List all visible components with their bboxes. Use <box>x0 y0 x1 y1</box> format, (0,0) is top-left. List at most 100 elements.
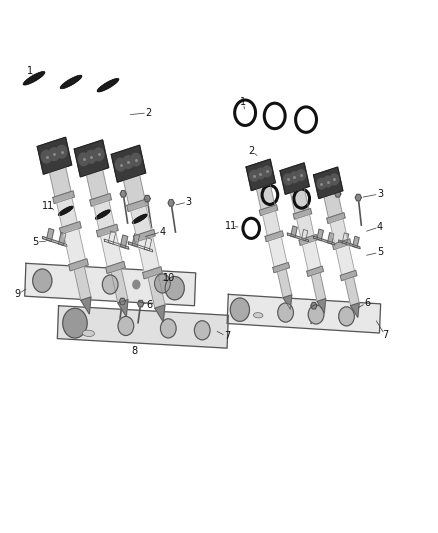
Text: 1: 1 <box>240 97 246 107</box>
Polygon shape <box>311 272 326 302</box>
Polygon shape <box>143 266 162 279</box>
Polygon shape <box>335 191 341 197</box>
Polygon shape <box>119 298 125 305</box>
Circle shape <box>57 146 67 158</box>
Text: 5: 5 <box>32 237 39 247</box>
Polygon shape <box>297 214 314 239</box>
Polygon shape <box>100 231 122 267</box>
Circle shape <box>78 153 89 166</box>
Ellipse shape <box>132 214 147 223</box>
Polygon shape <box>339 240 360 249</box>
Circle shape <box>93 148 104 161</box>
Text: 5: 5 <box>377 247 383 257</box>
Polygon shape <box>257 184 275 210</box>
Polygon shape <box>313 236 335 245</box>
Polygon shape <box>86 169 108 199</box>
Text: 2: 2 <box>145 108 152 118</box>
Circle shape <box>118 317 134 336</box>
Polygon shape <box>111 269 128 303</box>
Circle shape <box>317 178 326 189</box>
Polygon shape <box>314 167 343 198</box>
Ellipse shape <box>60 75 82 89</box>
Circle shape <box>165 277 184 300</box>
Circle shape <box>330 174 339 185</box>
Circle shape <box>278 303 293 322</box>
Text: 9: 9 <box>15 289 21 299</box>
Circle shape <box>63 308 87 338</box>
Polygon shape <box>42 237 67 247</box>
Polygon shape <box>273 262 290 273</box>
Polygon shape <box>227 294 381 333</box>
Polygon shape <box>74 266 91 300</box>
Polygon shape <box>53 191 74 204</box>
Polygon shape <box>328 232 334 244</box>
Polygon shape <box>104 239 129 249</box>
Polygon shape <box>138 237 159 272</box>
Polygon shape <box>37 138 72 174</box>
Polygon shape <box>131 206 151 235</box>
Circle shape <box>49 148 60 160</box>
Polygon shape <box>246 159 276 190</box>
Text: 1: 1 <box>27 67 33 76</box>
Polygon shape <box>342 233 349 244</box>
Polygon shape <box>144 238 152 251</box>
Circle shape <box>194 321 210 340</box>
Polygon shape <box>293 208 311 219</box>
Circle shape <box>308 305 324 324</box>
Polygon shape <box>277 269 292 298</box>
Polygon shape <box>81 297 91 314</box>
Circle shape <box>297 169 305 181</box>
Polygon shape <box>138 301 144 307</box>
Polygon shape <box>355 195 361 201</box>
Ellipse shape <box>97 78 119 92</box>
Polygon shape <box>60 222 81 235</box>
Circle shape <box>86 150 96 163</box>
Polygon shape <box>302 240 321 271</box>
Polygon shape <box>290 188 309 213</box>
Circle shape <box>230 298 250 321</box>
Text: 7: 7 <box>382 330 389 341</box>
Polygon shape <box>127 199 148 212</box>
Polygon shape <box>59 232 66 245</box>
Polygon shape <box>283 295 292 309</box>
Polygon shape <box>332 239 351 249</box>
Polygon shape <box>46 229 54 241</box>
Polygon shape <box>144 196 150 202</box>
Polygon shape <box>345 277 359 305</box>
Circle shape <box>250 170 258 181</box>
Polygon shape <box>64 229 85 264</box>
Ellipse shape <box>95 210 110 219</box>
Ellipse shape <box>82 330 95 336</box>
Polygon shape <box>69 259 88 271</box>
Text: 2: 2 <box>248 146 255 156</box>
Text: 6: 6 <box>364 297 370 308</box>
Polygon shape <box>330 219 348 244</box>
Polygon shape <box>94 200 114 230</box>
Circle shape <box>155 274 170 293</box>
Polygon shape <box>134 230 155 243</box>
Polygon shape <box>74 140 109 177</box>
Polygon shape <box>287 233 309 242</box>
Polygon shape <box>336 245 354 275</box>
Text: 11: 11 <box>42 200 54 211</box>
Polygon shape <box>155 305 165 322</box>
Circle shape <box>33 269 52 293</box>
Circle shape <box>123 156 133 168</box>
Polygon shape <box>148 274 165 308</box>
Polygon shape <box>327 213 345 223</box>
Polygon shape <box>111 145 146 182</box>
Circle shape <box>133 280 140 289</box>
Polygon shape <box>106 261 125 273</box>
Polygon shape <box>351 303 359 317</box>
Text: 3: 3 <box>377 189 383 199</box>
Polygon shape <box>353 236 359 248</box>
Polygon shape <box>57 198 77 228</box>
Circle shape <box>160 319 176 338</box>
Polygon shape <box>317 229 323 240</box>
Circle shape <box>283 174 293 185</box>
Polygon shape <box>90 193 111 206</box>
Text: 6: 6 <box>146 300 152 310</box>
Circle shape <box>324 176 332 187</box>
Polygon shape <box>317 298 326 313</box>
Polygon shape <box>307 266 323 277</box>
